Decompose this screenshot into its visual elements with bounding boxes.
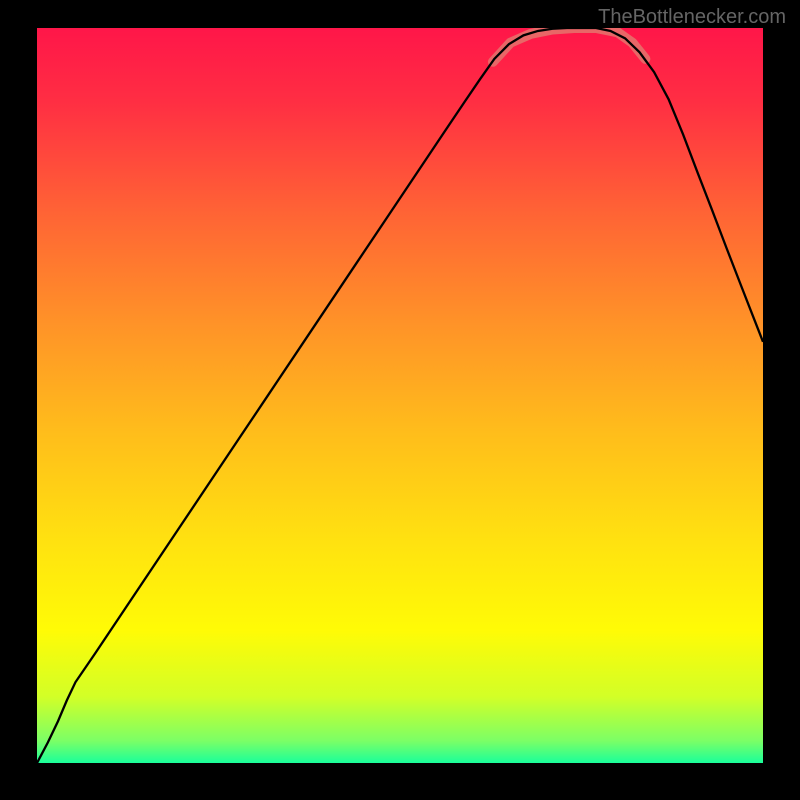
- optimization-curve: [37, 28, 763, 763]
- plot-area: [37, 28, 763, 763]
- curve-flat-highlight: [493, 28, 645, 62]
- watermark-text: TheBottlenecker.com: [598, 6, 786, 29]
- chart-container: TheBottlenecker.com: [0, 0, 800, 800]
- curve-layer: [37, 28, 763, 763]
